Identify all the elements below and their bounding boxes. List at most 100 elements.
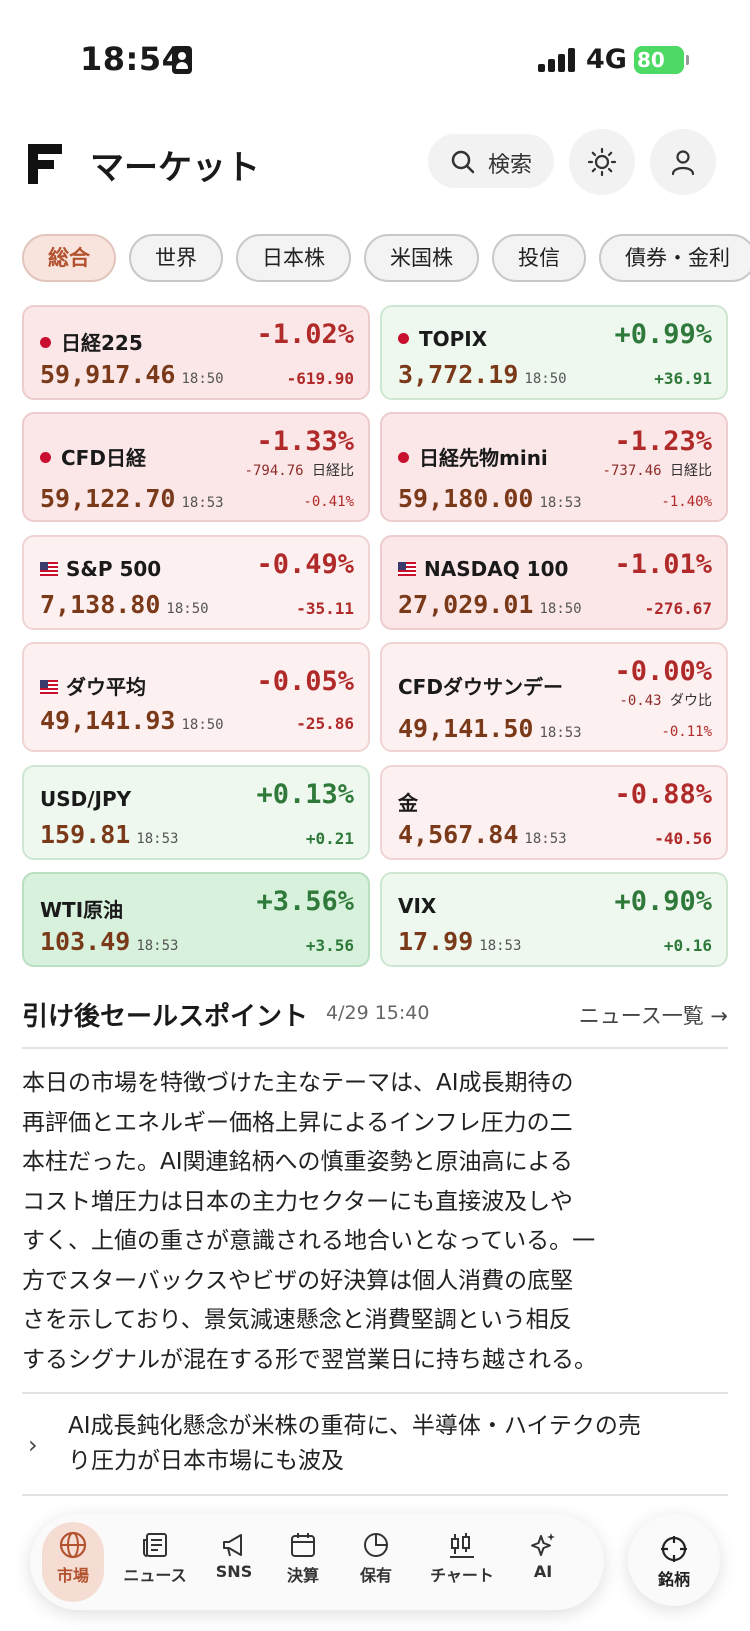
nav-label: 市場 [56, 1566, 89, 1585]
market-summary: 本日の市場を特徴づけた主なテーマは、AI成長期待の 再評価とエネルギー価格上昇に… [22, 1064, 712, 1380]
japan-flag-icon [40, 452, 51, 463]
card-sub-label: ダウ比 [670, 692, 712, 708]
summary-line: 再評価とエネルギー価格上昇によるインフレ圧力の二 [22, 1109, 573, 1136]
card-name: 日経先物mini [419, 446, 548, 470]
card-time: 18:53 [524, 831, 567, 847]
card-percent: +0.13% [256, 779, 354, 810]
news-item-title-line: AI成長鈍化懸念が米株の重荷に、半導体・ハイテクの売 [68, 1413, 641, 1439]
card-percent: -0.88% [614, 779, 712, 810]
news-item[interactable]: › AI成長鈍化懸念が米株の重荷に、半導体・ハイテクの売 り圧力が日本市場にも波… [22, 1405, 728, 1485]
divider [22, 1494, 728, 1496]
card-price: 103.49 [40, 927, 131, 956]
search-label: 検索 [488, 153, 533, 178]
news-item-title-line: り圧力が日本市場にも波及 [68, 1448, 344, 1474]
card-name: CFD日経 [61, 446, 146, 470]
market-card-nasdaq100[interactable]: NASDAQ 100 -1.01% 27,029.01 18:50 -276.67 [380, 535, 728, 630]
card-sub-value: -794.76 [244, 463, 304, 479]
card-time: 18:50 [181, 717, 224, 733]
nav-label: SNS [215, 1562, 253, 1581]
search-icon [451, 150, 475, 174]
card-name: USD/JPY [40, 787, 132, 811]
tab-japan-stocks[interactable]: 日本株 [236, 234, 351, 282]
news-list-link[interactable]: ニュース一覧 → [578, 1004, 728, 1028]
market-card-nikkei-futures-mini[interactable]: 日経先物mini -1.23% -737.46 日経比 59,180.00 18:… [380, 412, 728, 522]
megaphone-icon [223, 1534, 242, 1557]
summary-line: コスト増圧力は日本の主力セクターにも直接波及しや [22, 1188, 573, 1215]
summary-line: 本日の市場を特徴づけた主なテーマは、AI成長期待の [22, 1070, 574, 1096]
divider [22, 1392, 728, 1394]
nav-chart[interactable]: チャート [424, 1522, 500, 1602]
network-type: 4G [586, 44, 627, 75]
tab-us-stocks[interactable]: 米国株 [364, 234, 479, 282]
nav-earnings[interactable]: 決算 [278, 1522, 328, 1602]
market-card-usdjpy[interactable]: USD/JPY +0.13% 159.81 18:53 +0.21 [22, 765, 370, 860]
card-price: 49,141.93 [40, 706, 176, 735]
japan-flag-icon [398, 452, 409, 463]
nav-label: AI [533, 1562, 553, 1581]
tab-overview[interactable]: 総合 [22, 234, 116, 282]
japan-flag-icon [398, 333, 409, 344]
card-change: -1.40% [661, 494, 712, 510]
app-header: マーケット 検索 [0, 125, 750, 205]
japan-flag-icon [40, 337, 51, 348]
nav-news[interactable]: ニュース [118, 1522, 192, 1602]
card-name: 金 [398, 791, 418, 815]
nav-market[interactable]: 市場 [42, 1522, 104, 1602]
summary-line: 本柱だった。AI関連銘柄への慎重姿勢と原油高による [22, 1149, 573, 1175]
card-percent: -0.05% [256, 666, 354, 697]
card-price: 59,122.70 [40, 484, 176, 513]
nav-ai[interactable]: AI [520, 1522, 566, 1602]
card-percent: -1.01% [614, 549, 712, 580]
account-button[interactable] [650, 129, 716, 195]
market-card-cfd-dow-sunday[interactable]: CFDダウサンデー -0.00% -0.43 ダウ比 49,141.50 18:5… [380, 642, 728, 752]
tab-funds[interactable]: 投信 [492, 234, 586, 282]
card-sub-label: 日経比 [670, 462, 712, 478]
summary-line: さを示しており、景気減速懸念と消費堅調という相反 [22, 1307, 572, 1333]
card-change: -0.11% [661, 724, 712, 740]
bottom-nav: 市場 ニュース SNS 決算 保有 [30, 1514, 604, 1610]
app-logo [28, 144, 64, 184]
battery-icon: 80 [634, 46, 689, 74]
card-price: 4,567.84 [398, 820, 519, 849]
news-section-title: 引け後セールスポイント [22, 1002, 309, 1032]
market-card-vix[interactable]: VIX +0.90% 17.99 18:53 +0.16 [380, 872, 728, 967]
market-card-topix[interactable]: TOPIX +0.99% 3,772.19 18:50 +36.91 [380, 305, 728, 400]
market-card-nikkei225[interactable]: 日経225 -1.02% 59,917.46 18:50 -619.90 [22, 305, 370, 400]
tab-world[interactable]: 世界 [129, 234, 223, 282]
category-tabs: 総合 世界 日本株 米国株 投信 債券・金利 [22, 234, 750, 284]
card-name: VIX [398, 894, 437, 918]
card-percent: -1.33% [256, 426, 354, 457]
search-button[interactable]: 検索 [428, 134, 554, 188]
nav-sns[interactable]: SNS [206, 1522, 262, 1602]
us-flag-icon [398, 561, 416, 576]
tab-bonds-rates[interactable]: 債券・金利 [599, 234, 750, 282]
card-name: CFDダウサンデー [398, 675, 563, 699]
stock-search-button[interactable]: 銘柄 [628, 1514, 720, 1606]
card-sub-value: -737.46 [602, 463, 662, 479]
nav-holdings[interactable]: 保有 [348, 1522, 404, 1602]
card-change: +3.56 [305, 936, 354, 955]
market-card-cfd-nikkei[interactable]: CFD日経 -1.33% -794.76 日経比 59,122.70 18:53 … [22, 412, 370, 522]
crosshair-icon [661, 1536, 687, 1562]
market-card-dow[interactable]: ダウ平均 -0.05% 49,141.93 18:50 -25.86 [22, 642, 370, 752]
card-price: 7,138.80 [40, 590, 161, 619]
card-price: 159.81 [40, 820, 131, 849]
theme-toggle-button[interactable] [569, 129, 635, 195]
signal-icon [538, 48, 575, 72]
market-card-wti-crude[interactable]: WTI原油 +3.56% 103.49 18:53 +3.56 [22, 872, 370, 967]
card-change: +36.91 [654, 369, 712, 388]
card-price: 49,141.50 [398, 714, 534, 743]
market-card-sp500[interactable]: S&P 500 -0.49% 7,138.80 18:50 -35.11 [22, 535, 370, 630]
card-change: -25.86 [296, 714, 354, 733]
card-name: S&P 500 [66, 557, 162, 581]
chevron-right-icon: › [28, 1431, 38, 1459]
card-change: -0.41% [303, 494, 354, 510]
nav-label: 保有 [359, 1566, 392, 1585]
card-name: TOPIX [419, 327, 488, 351]
sparkle-icon [531, 1533, 555, 1556]
card-name: ダウ平均 [66, 675, 146, 699]
card-time: 18:53 [539, 495, 582, 511]
newspaper-icon [143, 1533, 167, 1557]
card-time: 18:53 [136, 938, 179, 954]
market-card-gold[interactable]: 金 -0.88% 4,567.84 18:53 -40.56 [380, 765, 728, 860]
